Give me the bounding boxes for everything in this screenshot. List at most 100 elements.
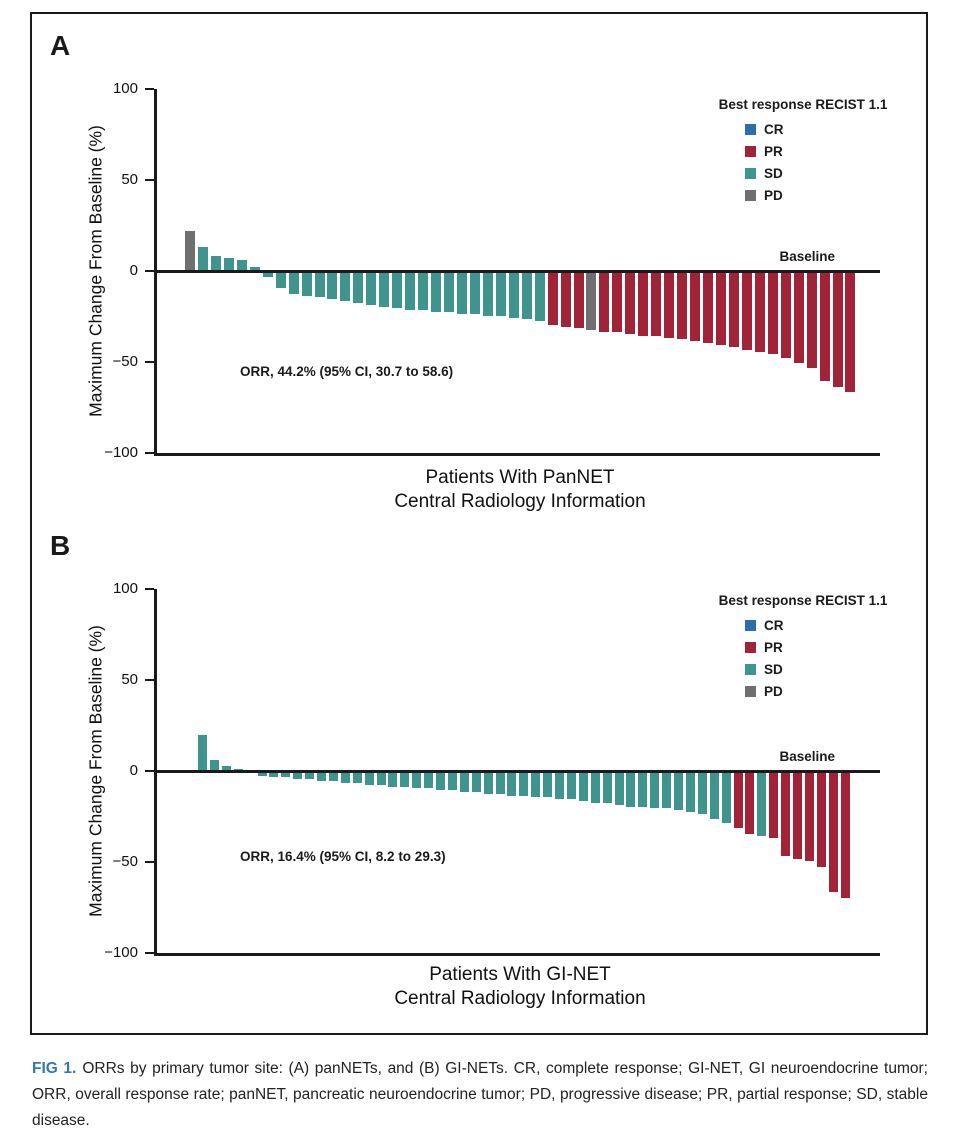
waterfall-bar-sd bbox=[484, 772, 493, 794]
panel-a-orr-annotation: ORR, 44.2% (95% CI, 30.7 to 58.6) bbox=[240, 364, 454, 379]
panel-b-legend: Best response RECIST 1.1 CR PR SD PD bbox=[683, 593, 923, 702]
waterfall-bar-pr bbox=[755, 272, 765, 352]
legend-item-pd: PD bbox=[745, 184, 805, 206]
waterfall-bar-sd bbox=[329, 772, 338, 781]
waterfall-bar-sd bbox=[222, 766, 231, 771]
legend-label: PD bbox=[764, 683, 783, 699]
waterfall-bar-pr bbox=[794, 272, 804, 363]
waterfall-bar-pr bbox=[807, 272, 817, 368]
waterfall-bar-sd bbox=[603, 772, 612, 803]
y-axis-tick-label: 50 bbox=[121, 171, 138, 188]
y-axis-tick-label: −50 bbox=[112, 853, 138, 870]
waterfall-bar-sd bbox=[353, 772, 362, 783]
legend-items: CR PR SD PD bbox=[745, 118, 805, 206]
legend-items: CR PR SD PD bbox=[745, 614, 805, 702]
waterfall-bar-sd bbox=[496, 272, 506, 316]
waterfall-bar-sd bbox=[519, 772, 528, 796]
legend-label: SD bbox=[764, 165, 783, 181]
legend-swatch-pd bbox=[745, 189, 756, 201]
legend-item-pr: PR bbox=[745, 140, 805, 162]
x-axis-title-line1: Patients With PanNET bbox=[425, 467, 615, 488]
y-axis-tick-label: 100 bbox=[112, 580, 138, 597]
waterfall-bar-pr bbox=[561, 272, 571, 327]
legend-label: PD bbox=[764, 187, 783, 203]
waterfall-bar-sd bbox=[436, 772, 445, 790]
waterfall-bar-sd bbox=[237, 260, 247, 271]
y-axis-tick bbox=[145, 361, 154, 363]
waterfall-bar-pr bbox=[638, 272, 648, 336]
y-axis-tick-label: 50 bbox=[121, 671, 138, 688]
waterfall-bar-sd bbox=[224, 258, 234, 271]
waterfall-bar-sd bbox=[567, 772, 576, 799]
baseline-zero-line bbox=[154, 770, 880, 773]
waterfall-bar-sd bbox=[340, 272, 350, 301]
waterfall-bar-sd bbox=[366, 272, 376, 305]
waterfall-bar-sd bbox=[400, 772, 409, 787]
waterfall-bar-sd bbox=[276, 272, 286, 288]
legend-swatch-pr bbox=[745, 145, 756, 157]
waterfall-bar-sd bbox=[379, 272, 389, 307]
waterfall-bar-sd bbox=[353, 272, 363, 303]
waterfall-bar-sd bbox=[722, 772, 731, 823]
x-axis-bottom-line bbox=[154, 953, 880, 956]
waterfall-bar-sd bbox=[460, 772, 469, 792]
x-axis-bottom-line bbox=[154, 453, 880, 456]
waterfall-bar-pd bbox=[185, 231, 195, 271]
waterfall-bar-sd bbox=[305, 772, 314, 779]
waterfall-bar-pr bbox=[793, 772, 802, 859]
waterfall-bar-sd bbox=[579, 772, 588, 801]
waterfall-bar-sd bbox=[392, 272, 402, 308]
legend-label: SD bbox=[764, 661, 783, 677]
waterfall-bar-sd bbox=[258, 772, 267, 776]
legend-swatch-sd bbox=[745, 663, 756, 675]
waterfall-bar-sd bbox=[293, 772, 302, 779]
legend-label: PR bbox=[764, 639, 783, 655]
figure-caption-text: ORRs by primary tumor site: (A) panNETs,… bbox=[32, 1060, 928, 1129]
waterfall-bar-pr bbox=[690, 272, 700, 341]
legend-label: CR bbox=[764, 617, 784, 633]
panel-a-legend: Best response RECIST 1.1 CR PR SD PD bbox=[683, 97, 923, 206]
waterfall-bar-pr bbox=[845, 272, 855, 392]
y-axis-tick bbox=[145, 179, 154, 181]
waterfall-bar-sd bbox=[650, 772, 659, 808]
waterfall-bar-pr bbox=[677, 272, 687, 339]
y-axis-tick-label: −100 bbox=[104, 944, 138, 961]
waterfall-bar-pr bbox=[781, 772, 790, 856]
waterfall-bar-pr bbox=[841, 772, 850, 898]
waterfall-bar-sd bbox=[250, 267, 260, 271]
waterfall-bar-sd bbox=[365, 772, 374, 785]
waterfall-bar-pr bbox=[742, 272, 752, 350]
waterfall-bar-pr bbox=[745, 772, 754, 834]
panel-b-label: B bbox=[50, 530, 71, 561]
waterfall-bar-sd bbox=[710, 772, 719, 819]
legend-label: PR bbox=[764, 143, 783, 159]
legend-swatch-pd bbox=[745, 685, 756, 697]
waterfall-bar-sd bbox=[674, 772, 683, 810]
waterfall-bar-sd bbox=[591, 772, 600, 803]
legend-title: Best response RECIST 1.1 bbox=[718, 97, 888, 112]
waterfall-bar-sd bbox=[198, 735, 207, 771]
panel-b-orr-annotation: ORR, 16.4% (95% CI, 8.2 to 29.3) bbox=[240, 849, 446, 864]
waterfall-bar-sd bbox=[281, 772, 290, 777]
panel-b-x-axis-title: Patients With GI-NET Central Radiology I… bbox=[220, 963, 820, 1011]
legend-item-pd: PD bbox=[745, 680, 805, 702]
waterfall-bar-sd bbox=[198, 247, 208, 271]
legend-title: Best response RECIST 1.1 bbox=[718, 593, 888, 608]
y-axis-tick bbox=[145, 861, 154, 863]
waterfall-bar-pr bbox=[703, 272, 713, 343]
figure-frame bbox=[30, 12, 928, 1035]
waterfall-bar-sd bbox=[377, 772, 386, 785]
x-axis-title-line2: Central Radiology Information bbox=[394, 491, 646, 512]
waterfall-bar-sd bbox=[302, 272, 312, 296]
waterfall-bar-sd bbox=[424, 772, 433, 788]
waterfall-bar-pr bbox=[612, 272, 622, 332]
y-axis-tick-label: 0 bbox=[129, 262, 138, 279]
waterfall-bar-sd bbox=[626, 772, 635, 807]
waterfall-bar-sd bbox=[388, 772, 397, 787]
y-axis-tick-label: −50 bbox=[112, 353, 138, 370]
waterfall-bar-sd bbox=[483, 272, 493, 316]
waterfall-bar-pr bbox=[599, 272, 609, 332]
y-axis-tick bbox=[145, 452, 154, 454]
waterfall-bar-pr bbox=[625, 272, 635, 334]
waterfall-bar-pr bbox=[651, 272, 661, 336]
